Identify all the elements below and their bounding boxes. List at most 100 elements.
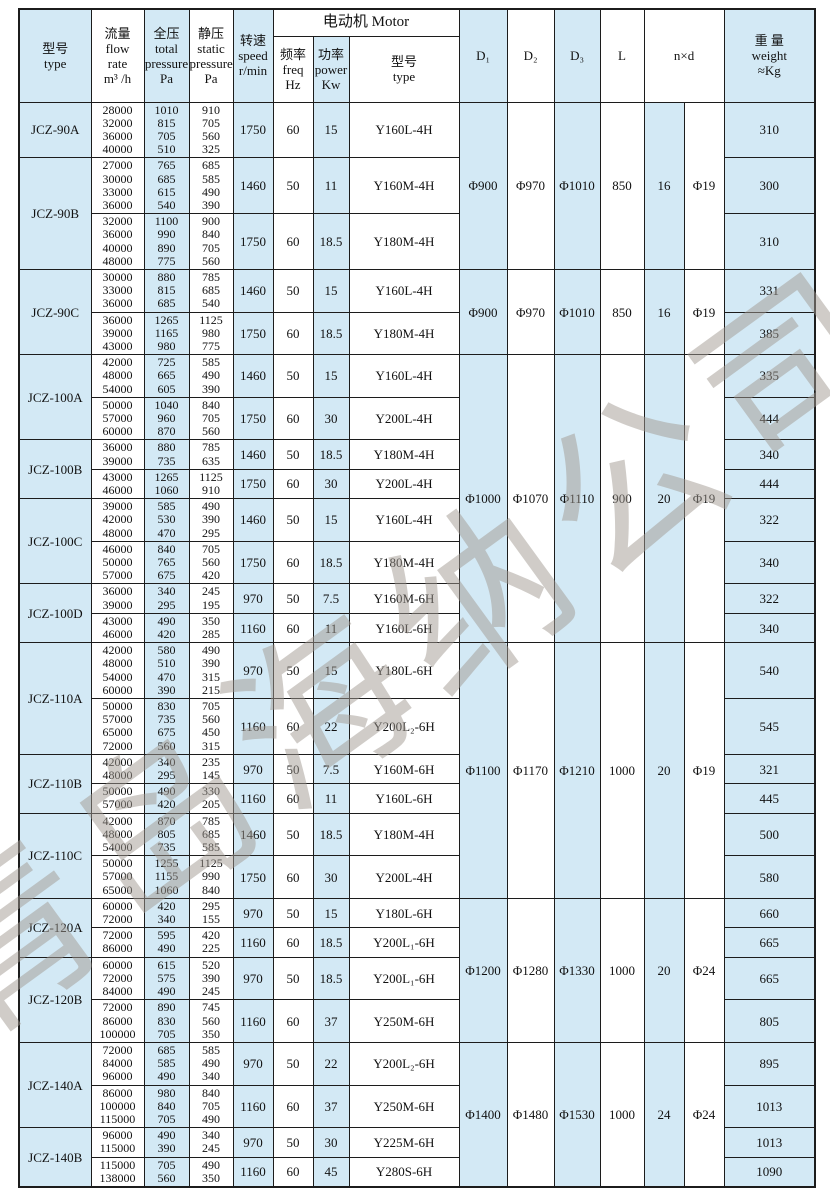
flow-rate-cell: 96000 115000 [90,1127,145,1158]
static-pressure-cell: 490 350 [188,1156,234,1188]
weight-cell: 1013 [723,1084,816,1129]
power-cell: 18.5 [312,812,350,857]
static-pressure-cell: 840 705 560 [188,396,234,441]
total-pressure-cell: 1255 1155 1060 [143,855,190,899]
motor-type-cell: Y180L-6H [348,642,460,700]
motor-type-cell: Y160M-6H [348,753,460,785]
model-cell: JCZ-100B [18,439,92,500]
total-pressure-cell: 685 585 490 [143,1041,190,1086]
table-row: 72000 86000 100000 890 830 705 745 560 350… [19,999,816,1043]
table-row: 86000 100000 115000 980 840 705 840 705 49… [19,1084,816,1129]
model-cell: JCZ-90C [18,268,92,356]
freq-cell: 60 [272,999,314,1043]
freq-cell: 60 [272,783,314,814]
static-pressure-cell: 245 195 [188,583,234,614]
total-pressure-cell: 830 735 675 560 [143,698,190,755]
d-cell: Φ24 [683,1041,725,1188]
power-cell: 22 [312,698,350,755]
static-pressure-cell: 295 155 [188,897,234,929]
speed-cell: 1460 [232,268,274,313]
weight-cell: 895 [723,1041,816,1086]
weight-cell: 444 [723,468,816,500]
motor-type-cell: Y200L₂-6H [348,698,460,755]
weight-cell: 660 [723,897,816,929]
motor-type-cell: Y225M-6H [348,1127,460,1158]
motor-type-cell: Y200L₁-6H [348,927,460,958]
static-pressure-cell: 350 285 [188,612,234,644]
total-pressure-cell: 490 420 [143,612,190,644]
power-cell: 30 [312,855,350,899]
speed-cell: 1160 [232,1084,274,1129]
speed-cell: 1750 [232,101,274,159]
table-row: JCZ-140A 72000 84000 96000 685 585 490 585 … [18,1041,816,1188]
d-cell: Φ19 [683,268,725,356]
weight-cell: 340 [723,540,816,585]
speed-cell: 1750 [232,311,274,356]
table-row: 50000 57000 65000 72000 830 735 675 560 70… [19,698,816,755]
weight-cell: 580 [723,855,816,899]
flow-rate-cell: 50000 57000 65000 [90,855,145,899]
power-cell: 15 [312,268,350,313]
static-pressure-cell: 705 560 420 [188,540,234,585]
d2-cell: Φ970 [506,101,555,270]
motor-type-cell: Y160M-4H [348,157,460,215]
total-pressure-cell: 705 560 [143,1156,190,1188]
total-pressure-cell: 490 420 [143,783,190,814]
total-pressure-cell: 340 295 [143,753,190,785]
freq-cell: 50 [272,812,314,857]
total-pressure-cell: 1265 1165 980 [143,311,190,356]
total-pressure-cell: 725 665 605 [143,354,190,398]
model-cell: JCZ-110B [18,753,92,814]
speed-cell: 1750 [232,213,274,270]
d1-cell: Φ900 [458,101,508,270]
speed-cell: 970 [232,1127,274,1158]
table-row: 46000 50000 57000 840 765 675 705 560 420 1… [19,540,816,585]
l-cell: 1000 [599,642,645,899]
speed-cell: 1160 [232,783,274,814]
speed-cell: 970 [232,897,274,929]
freq-cell: 60 [272,540,314,585]
power-cell: 7.5 [312,753,350,785]
col-header-total-pressure: 全压 total pressure Pa [143,8,190,103]
l-cell: 1000 [599,1041,645,1188]
static-pressure-cell: 1125 980 775 [188,311,234,356]
motor-type-cell: Y160L-4H [348,498,460,542]
speed-cell: 1460 [232,439,274,470]
static-pressure-cell: 490 390 295 [188,498,234,542]
flow-rate-cell: 36000 39000 43000 [90,311,145,356]
table-row: JCZ-110C 42000 48000 54000 870 805 735 785 … [18,812,816,899]
speed-cell: 1750 [232,540,274,585]
d3-cell: Φ1210 [553,642,601,899]
flow-rate-cell: 32000 36000 40000 48000 [90,213,145,270]
model-cell: JCZ-100C [18,498,92,585]
static-pressure-cell: 685 585 490 390 [188,157,234,215]
motor-type-cell: Y200L₁-6H [348,956,460,1001]
flow-rate-cell: 42000 48000 54000 60000 [90,642,145,700]
flow-rate-cell: 86000 100000 115000 [90,1084,145,1129]
freq-cell: 50 [272,1127,314,1158]
flow-rate-cell: 46000 50000 57000 [90,540,145,585]
table-row: JCZ-120B 60000 72000 84000 615 575 490 520 … [18,956,816,1043]
motor-type-cell: Y180M-4H [348,213,460,270]
speed-cell: 970 [232,583,274,614]
total-pressure-cell: 880 735 [143,439,190,470]
d2-cell: Φ1480 [506,1041,555,1188]
table-row: 32000 36000 40000 48000 1100 990 890 775 9… [19,213,816,270]
flow-rate-cell: 39000 42000 48000 [90,498,145,542]
speed-cell: 970 [232,1041,274,1086]
weight-cell: 1090 [723,1156,816,1188]
d1-cell: Φ900 [458,268,508,356]
power-cell: 37 [312,999,350,1043]
motor-type-cell: Y160L-4H [348,101,460,159]
model-cell: JCZ-120A [18,897,92,958]
d2-cell: Φ970 [506,268,555,356]
col-header-speed: 转速 speed r/min [232,8,274,103]
power-cell: 11 [312,157,350,215]
power-cell: 18.5 [312,927,350,958]
d3-cell: Φ1530 [553,1041,601,1188]
speed-cell: 1460 [232,157,274,215]
total-pressure-cell: 595 490 [143,927,190,958]
static-pressure-cell: 745 560 350 [188,999,234,1043]
weight-cell: 321 [723,753,816,785]
freq-cell: 60 [272,698,314,755]
